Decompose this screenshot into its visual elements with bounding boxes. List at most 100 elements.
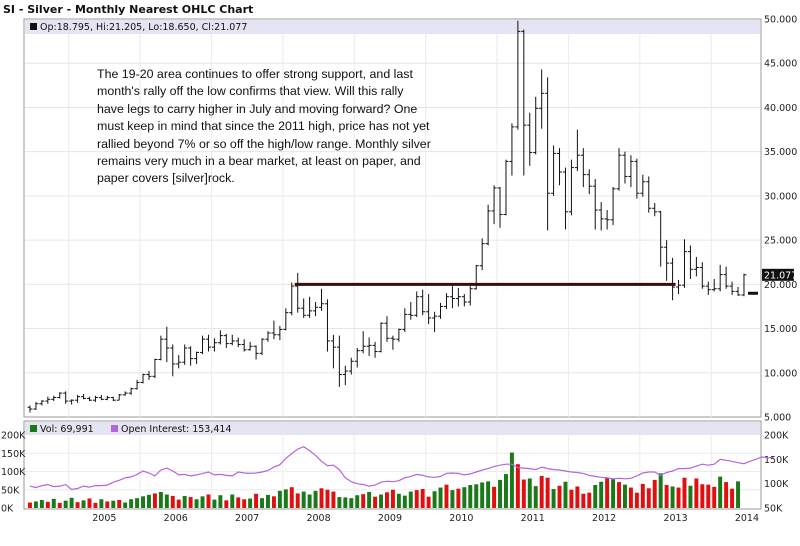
volume-bar: [652, 479, 657, 508]
open-interest-tick-label: 100K: [764, 479, 789, 490]
volume-bar: [706, 484, 711, 508]
volume-bar: [509, 452, 514, 508]
volume-bar: [408, 491, 413, 508]
open-interest-tick-label: 50K: [764, 504, 783, 515]
volume-bar: [438, 487, 443, 508]
volume-bar: [301, 491, 306, 508]
volume-bar: [664, 485, 669, 508]
year-tick-label: 2008: [306, 513, 330, 524]
volume-bar: [456, 488, 461, 508]
year-tick-label: 2012: [592, 513, 616, 524]
price-tick-label: 15.000: [764, 324, 797, 335]
volume-bar: [712, 486, 717, 508]
volume-bar: [527, 478, 532, 508]
volume-bar: [462, 487, 467, 508]
volume-bar: [164, 494, 169, 508]
oi-legend-swatch: [111, 425, 118, 432]
volume-legend-text: Vol: 69,991: [40, 424, 94, 435]
volume-bar: [147, 494, 151, 508]
volume-tick-label: 200K: [1, 431, 26, 442]
time-axis: 2005 2006 2007 2008 2009 2010 2011 2012 2013 2014: [92, 513, 759, 524]
volume-bar: [45, 501, 50, 508]
volume-bar: [152, 493, 157, 508]
price-tick-label: 5.000: [764, 413, 791, 424]
volume-bar: [236, 497, 241, 508]
volume-bar: [123, 502, 128, 508]
volume-bar: [688, 485, 693, 508]
volume-bar: [28, 502, 32, 508]
year-tick-label: 2010: [449, 513, 473, 524]
ohlc-bars: [27, 20, 747, 413]
volume-bar: [349, 498, 354, 508]
volume-bar: [69, 497, 74, 508]
last-price-marker: 21.077: [762, 268, 797, 281]
year-tick-label: 2009: [378, 513, 402, 524]
volume-bar: [492, 486, 497, 508]
year-tick-label: 2006: [164, 513, 188, 524]
volume-bar: [420, 489, 425, 508]
volume-bar: [57, 502, 62, 508]
volume-bar: [486, 481, 491, 508]
volume-bar: [200, 496, 205, 508]
volume-tick-label: 100K: [1, 467, 26, 478]
volume-bar: [515, 464, 520, 508]
annotation-box: The 19-20 area continues to offer strong…: [97, 66, 432, 188]
price-tick-label: 10.000: [764, 368, 797, 379]
volume-legend-header: [25, 422, 760, 435]
volume-bar: [581, 493, 586, 508]
volume-bar: [379, 494, 383, 508]
price-tick-label: 45.000: [764, 59, 797, 70]
volume-legend-swatch: [30, 425, 37, 432]
price-legend-swatch: [30, 23, 37, 30]
volume-bar: [432, 491, 437, 508]
volume-bar: [468, 485, 473, 508]
volume-bar: [277, 490, 282, 508]
volume-bar: [617, 482, 621, 508]
volume-bar: [87, 498, 92, 508]
price-tick-label: 20.000: [764, 280, 797, 291]
volume-bar: [355, 495, 360, 508]
volume-bar: [248, 498, 253, 508]
volume-bar: [33, 501, 38, 508]
volume-bar: [628, 487, 633, 508]
volume-bar: [396, 493, 401, 508]
open-interest-tick-label: 200K: [764, 431, 789, 442]
volume-bar: [605, 477, 610, 508]
volume-bar: [533, 486, 538, 508]
volume-bar: [557, 485, 562, 508]
volume-bar: [319, 488, 324, 508]
volume-bar: [218, 495, 223, 508]
volume-bar: [260, 498, 264, 508]
volume-bar: [367, 491, 372, 508]
price-axis: 5.000 10.000 15.000 20.000 25.000 30.000 35.00…: [764, 15, 797, 424]
volume-bar: [230, 494, 235, 508]
volume-bar: [111, 500, 116, 508]
volume-bars: [28, 452, 740, 508]
volume-bar: [188, 497, 193, 508]
last-price-box: [762, 268, 794, 281]
volume-bar: [63, 500, 68, 508]
oi-legend-text: Open Interest: 153,414: [121, 424, 232, 435]
volume-bar: [694, 478, 699, 508]
volume-bar: [718, 476, 723, 508]
volume-axis: 0K 50K 100K 150K 200K 50K 100K 150K 200K: [1, 431, 789, 515]
volume-bar: [325, 489, 330, 508]
volume-bar: [426, 496, 431, 508]
volume-bar: [105, 501, 110, 508]
price-tick-label: 25.000: [764, 236, 797, 247]
volume-bar: [545, 477, 550, 508]
volume-bar: [640, 483, 645, 508]
volume-bar: [480, 482, 485, 508]
year-tick-label: 2013: [663, 513, 687, 524]
open-interest-line: [29, 446, 774, 491]
volume-bar: [117, 499, 122, 508]
volume-bar: [331, 491, 336, 508]
volume-bar: [176, 499, 181, 508]
year-tick-label: 2007: [235, 513, 259, 524]
volume-bar: [170, 495, 175, 508]
volume-bar: [295, 493, 300, 508]
volume-bar: [646, 488, 651, 508]
volume-bar: [551, 489, 556, 508]
